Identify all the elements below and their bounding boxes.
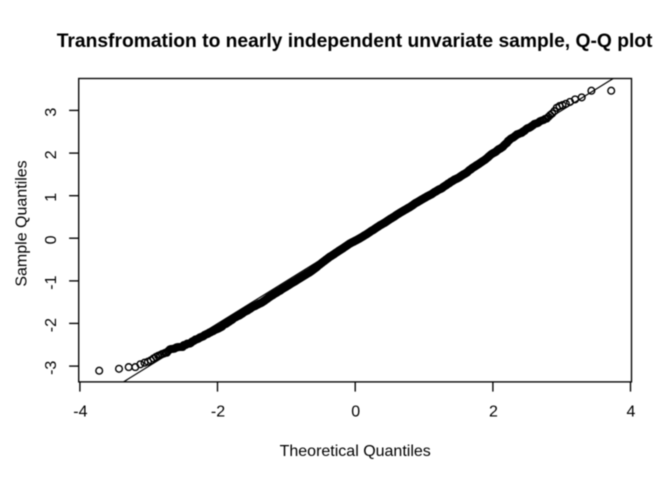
svg-text:2: 2: [43, 150, 60, 159]
svg-text:Transfromation to nearly indep: Transfromation to nearly independent unv…: [57, 31, 653, 52]
svg-text:Theoretical Quantiles: Theoretical Quantiles: [280, 443, 431, 460]
svg-text:0: 0: [351, 404, 360, 421]
svg-text:-3: -3: [43, 361, 60, 375]
svg-text:4: 4: [627, 404, 636, 421]
svg-text:1: 1: [43, 193, 60, 202]
svg-text:-4: -4: [73, 404, 87, 421]
svg-text:-2: -2: [211, 404, 225, 421]
svg-text:-1: -1: [43, 275, 60, 289]
svg-text:0: 0: [43, 235, 60, 244]
svg-text:3: 3: [43, 108, 60, 117]
svg-text:2: 2: [489, 404, 498, 421]
svg-text:Sample Quantiles: Sample Quantiles: [14, 160, 31, 286]
svg-text:-2: -2: [43, 318, 60, 332]
